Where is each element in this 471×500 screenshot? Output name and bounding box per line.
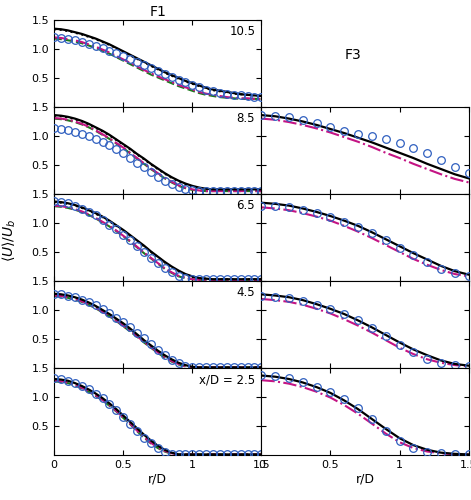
X-axis label: r/D: r/D <box>148 472 167 486</box>
X-axis label: r/D: r/D <box>356 472 374 486</box>
Text: 8.5: 8.5 <box>237 112 255 125</box>
Text: 10.5: 10.5 <box>229 25 255 38</box>
Text: $\langle U \rangle / U_b$: $\langle U \rangle / U_b$ <box>1 218 18 262</box>
Title: F1: F1 <box>149 5 166 19</box>
Text: 4.5: 4.5 <box>236 286 255 299</box>
Text: F3: F3 <box>345 48 362 62</box>
Text: 6.5: 6.5 <box>236 199 255 212</box>
Text: x/D = 2.5: x/D = 2.5 <box>199 373 255 386</box>
